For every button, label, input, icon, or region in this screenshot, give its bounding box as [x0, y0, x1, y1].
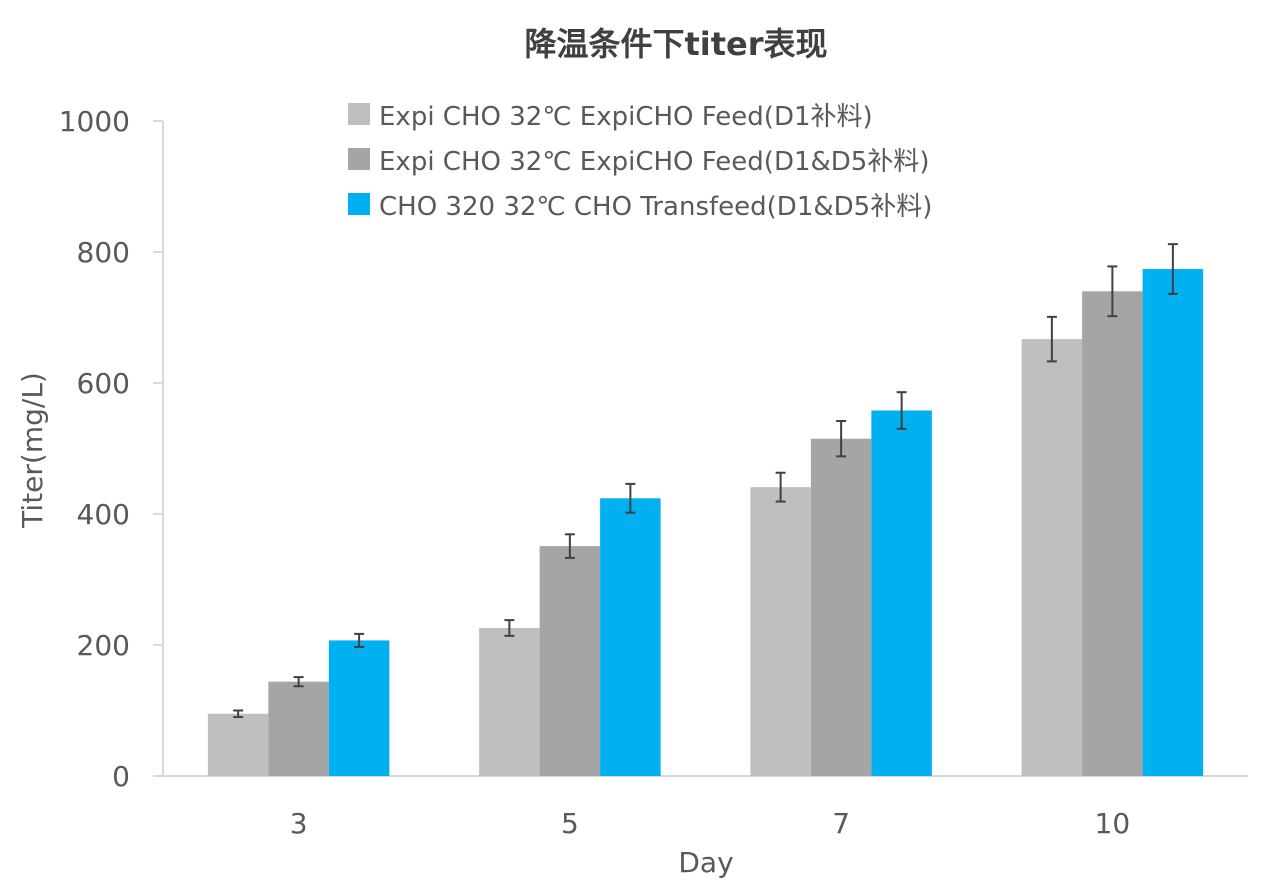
y-axis-label: Titer(mg/L) — [16, 372, 49, 529]
legend-label: Expi CHO 32℃ ExpiCHO Feed(D1&D5补料) — [379, 147, 929, 177]
bar — [268, 681, 329, 776]
y-tick-label: 200 — [77, 629, 130, 662]
x-tick-label: 5 — [561, 807, 579, 840]
y-tick-label: 1000 — [59, 105, 130, 138]
x-axis-label: Day — [678, 846, 733, 879]
legend-label: CHO 320 32℃ CHO Transfeed(D1&D5补料) — [379, 192, 932, 222]
y-tick-label: 0 — [112, 760, 130, 793]
y-tick-label: 600 — [77, 367, 130, 400]
legend-swatch — [348, 148, 370, 170]
x-tick-label: 7 — [832, 807, 850, 840]
bar — [1142, 269, 1204, 776]
bar — [750, 487, 811, 776]
bar — [539, 546, 601, 776]
bar — [328, 640, 390, 776]
chart-title: 降温条件下titer表现 — [524, 25, 827, 63]
bar — [207, 713, 269, 776]
plot-area: 0 200 400 600 800 1000 3 5 7 10 — [59, 105, 1248, 840]
legend-swatch — [348, 193, 370, 215]
y-tick-label: 800 — [77, 236, 130, 269]
bar — [1082, 291, 1143, 776]
bar — [479, 627, 540, 776]
legend-swatch — [348, 103, 370, 125]
legend-label: Expi CHO 32℃ ExpiCHO Feed(D1补料) — [379, 102, 873, 132]
x-tick-label: 10 — [1095, 807, 1131, 840]
legend: Expi CHO 32℃ ExpiCHO Feed(D1补料) Expi CHO … — [348, 102, 932, 222]
bar — [871, 410, 932, 776]
y-tick-label: 400 — [77, 498, 130, 531]
bar — [1021, 339, 1083, 776]
bar — [600, 498, 661, 776]
bar — [810, 438, 872, 776]
x-tick-label: 3 — [290, 807, 308, 840]
